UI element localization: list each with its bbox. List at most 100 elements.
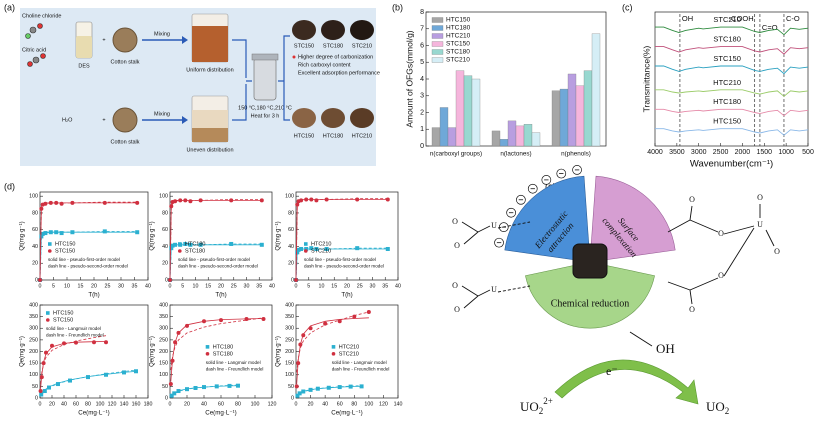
data-point xyxy=(38,278,42,282)
bond xyxy=(667,281,691,291)
data-point xyxy=(296,247,301,252)
data-point xyxy=(202,385,206,390)
x-tick-label: 40 xyxy=(201,401,207,407)
data-point xyxy=(68,378,72,383)
x-tick-label: 10 xyxy=(319,283,325,289)
hydroxyl-label: OH xyxy=(656,341,675,356)
data-point xyxy=(294,384,299,389)
data-point xyxy=(352,314,357,319)
data-point xyxy=(185,323,189,328)
formula: UO xyxy=(706,399,725,414)
mixing-label: Mixing xyxy=(154,111,170,117)
y-tick-label: 200 xyxy=(159,349,168,355)
data-point xyxy=(324,246,329,251)
data-point xyxy=(169,393,174,398)
data-point xyxy=(122,370,126,375)
x-tick-label: 4000 xyxy=(647,149,663,156)
x-tick-label: 35 xyxy=(382,283,388,289)
model-note: solid line - Langmuir model xyxy=(332,360,387,365)
arrow-head xyxy=(182,36,188,44)
y-tick-label: 40 xyxy=(288,244,294,250)
des-label: DES xyxy=(78,63,90,69)
data-point xyxy=(38,389,43,394)
data-point xyxy=(183,198,188,203)
data-point xyxy=(86,375,90,380)
connector xyxy=(278,35,290,121)
bar xyxy=(499,139,509,147)
fit-line xyxy=(40,335,107,385)
x-tick-label: 25 xyxy=(231,283,237,289)
data-point xyxy=(355,246,360,251)
x-tick-label: 60 xyxy=(337,401,343,407)
y-axis-label: Qt(mg·g⁻¹) xyxy=(150,221,156,250)
legend-marker xyxy=(205,345,210,349)
legend-marker xyxy=(205,352,210,356)
x-axis-label: T(h) xyxy=(88,292,99,299)
data-point xyxy=(304,246,309,251)
mixing-label: Mixing xyxy=(154,31,170,37)
model-note: dash line - pseudo-second-order model xyxy=(48,264,128,269)
panel-label: (a) xyxy=(4,2,15,12)
stalk-label: Cotton stalk xyxy=(110,59,139,65)
panel-e: Electrostatic attraction Surface complex… xyxy=(452,165,780,416)
data-point xyxy=(47,385,51,390)
y-tick-label: 6 xyxy=(420,42,424,49)
data-point xyxy=(102,229,107,234)
data-point xyxy=(355,197,360,202)
y-tick-label: 100 xyxy=(159,372,168,378)
y-tick-label: 250 xyxy=(159,337,168,343)
y-tick-label: 50 xyxy=(32,384,38,390)
legend-marker xyxy=(331,345,336,349)
x-tick-label: 160 xyxy=(132,401,141,407)
data-point xyxy=(43,201,48,206)
y-tick-label: 350 xyxy=(159,314,168,320)
legend-label: HTC180 xyxy=(185,241,205,247)
atom-label: O xyxy=(452,281,458,290)
des-liquid xyxy=(76,36,92,58)
x-tick-label: 0 xyxy=(39,283,42,289)
data-point xyxy=(326,385,331,390)
data-point xyxy=(59,201,64,206)
data-point xyxy=(198,242,203,247)
x-tick-label: 15 xyxy=(331,283,337,289)
y-tick-label: 200 xyxy=(285,349,294,355)
data-point xyxy=(102,200,107,205)
bar xyxy=(455,70,465,147)
y-tick-label: 3 xyxy=(420,93,424,100)
model-note: solid line - Langmuir model xyxy=(46,326,101,331)
atom-label: U xyxy=(757,220,763,229)
x-tick-label: 40 xyxy=(269,283,275,289)
heat-label: Heat for 3 h xyxy=(251,113,280,119)
spectrum-line xyxy=(655,128,809,136)
fit-line xyxy=(40,341,107,389)
data-point xyxy=(173,242,178,247)
sample-label: HTC150 xyxy=(294,133,314,139)
data-point xyxy=(188,242,193,247)
x-tick-label: 20 xyxy=(49,401,55,407)
legend-swatch xyxy=(431,25,444,31)
y-tick-label: 400 xyxy=(285,302,294,308)
x-tick-label: 40 xyxy=(61,401,67,407)
data-point xyxy=(185,387,189,392)
y-tick-label: 350 xyxy=(29,314,38,320)
data-point xyxy=(297,391,302,396)
bar xyxy=(431,127,441,147)
y-tick-label: 100 xyxy=(285,372,294,378)
panel-label: (b) xyxy=(392,2,403,12)
stc-products xyxy=(292,20,374,40)
y-tick-label: 8 xyxy=(420,9,424,16)
y-tick-label: 0 xyxy=(291,395,294,401)
y-tick-label: 0 xyxy=(291,277,294,283)
series-label: HTC150 xyxy=(713,117,741,126)
panel-a: Choline chloride Citric acid DES + Cotto… xyxy=(20,8,380,166)
data-point xyxy=(42,389,47,394)
y-axis-label: Qe(mg·g⁻¹) xyxy=(150,336,156,367)
bond xyxy=(497,285,531,293)
y-tick-label: 60 xyxy=(162,227,168,233)
series-label: HTC210 xyxy=(713,78,741,87)
y-tick-label: 20 xyxy=(288,261,294,267)
x-axis-label: Ce(mg·L⁻¹) xyxy=(78,410,109,417)
fit-line xyxy=(295,247,388,281)
x-tick-label: 20 xyxy=(184,401,190,407)
temperature-label: 150 °C,180 °C,210 °C xyxy=(238,105,292,111)
